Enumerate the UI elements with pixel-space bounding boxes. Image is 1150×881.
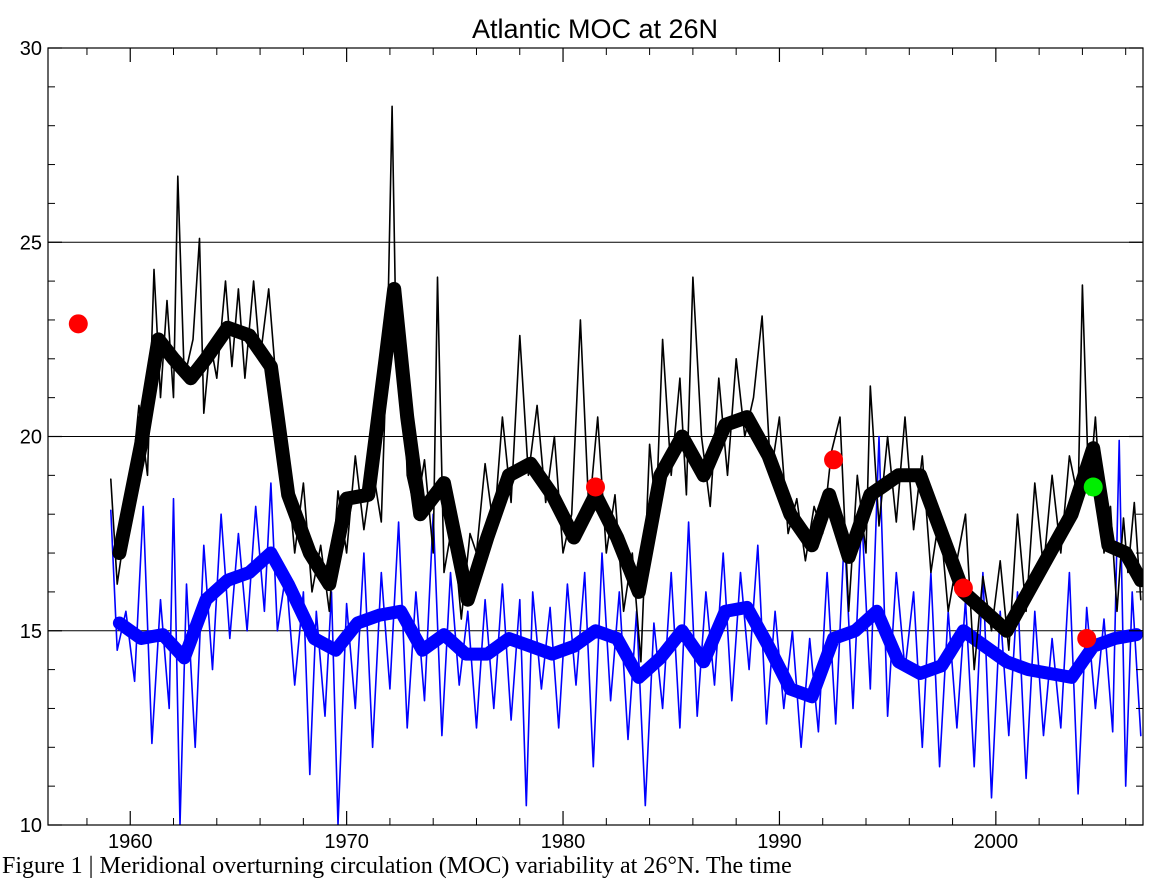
y-tick-label: 20	[20, 427, 42, 449]
x-tick-label: 1970	[324, 831, 369, 853]
x-tick-label: 1990	[757, 831, 802, 853]
figure-caption: Figure 1 | Meridional overturning circul…	[2, 853, 792, 879]
x-tick-label: 1960	[108, 831, 153, 853]
latest-observation-marker	[1083, 477, 1103, 497]
upper-raw-series	[110, 105, 1142, 671]
observation-marker	[824, 450, 844, 470]
observation-marker	[68, 314, 88, 334]
observation-marker	[1077, 629, 1097, 649]
observation-marker	[586, 477, 605, 497]
observation-marker	[953, 578, 973, 598]
y-tick-label: 10	[20, 815, 42, 837]
chart-title: Atlantic MOC at 26N	[472, 14, 718, 44]
y-tick-label: 15	[20, 621, 42, 643]
y-tick-label: 25	[20, 232, 42, 254]
axis-layer: 10 15 20 25 30 1960 1970 1980 1990 2000	[20, 38, 1143, 853]
lower-raw-series	[110, 435, 1142, 825]
x-tick-label: 1980	[541, 831, 586, 853]
y-tick-label: 30	[20, 38, 42, 60]
marker-layer	[68, 314, 1103, 649]
upper-smoothed-series	[112, 281, 1143, 638]
x-tick-label: 2000	[974, 831, 1019, 853]
series-layer	[110, 105, 1143, 825]
